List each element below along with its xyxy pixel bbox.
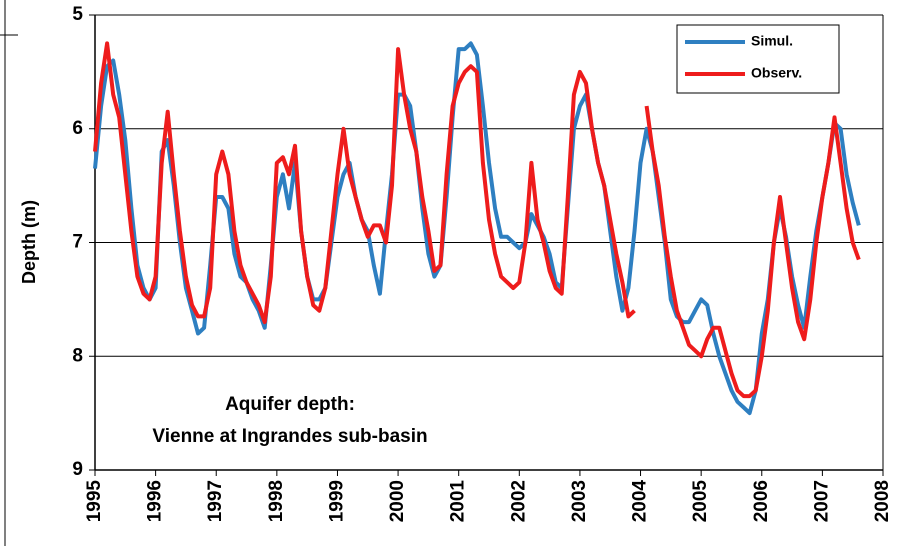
annotation: Vienne at Ingrandes sub-basin (152, 426, 427, 447)
x-tick-label: 1998 (266, 480, 287, 522)
y-tick-label: 8 (72, 345, 83, 366)
x-tick-label: 2006 (751, 480, 772, 522)
x-tick-label: 1996 (145, 480, 166, 522)
x-tick-label: 2002 (508, 480, 529, 522)
x-tick-label: 2005 (690, 480, 711, 523)
x-tick-label: 2004 (630, 480, 651, 523)
legend-label: Observ. (751, 65, 802, 81)
x-tick-label: 2003 (569, 480, 590, 522)
annotation: Aquifer depth: (225, 394, 355, 415)
x-tick-label: 2008 (872, 480, 893, 522)
y-tick-label: 6 (72, 118, 83, 139)
legend-label: Simul. (751, 33, 793, 49)
x-tick-label: 2000 (387, 480, 408, 522)
series-line (93, 41, 861, 399)
x-tick-label: 1999 (326, 480, 347, 522)
x-tick-label: 1995 (84, 480, 105, 523)
y-axis-label: Depth (m) (19, 200, 39, 284)
x-tick-label: 2007 (811, 480, 832, 522)
legend-box (676, 24, 840, 94)
y-tick-label: 7 (72, 232, 83, 253)
x-tick-label: 1997 (205, 480, 226, 522)
series-line (93, 41, 861, 416)
y-tick-label: 9 (72, 459, 83, 480)
x-tick-label: 2001 (448, 480, 469, 523)
y-tick-label: 5 (72, 4, 83, 25)
